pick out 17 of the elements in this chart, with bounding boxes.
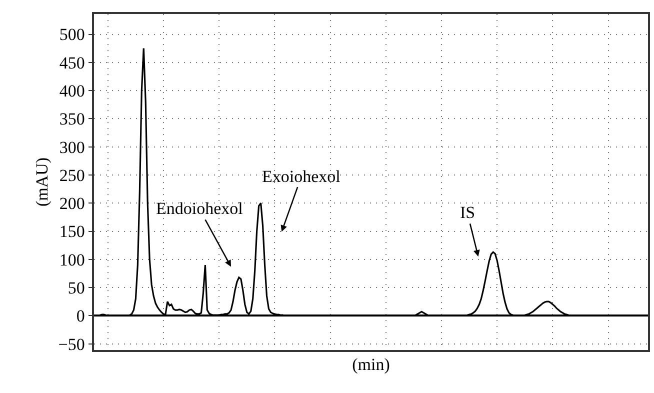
y-tick-label: 100 [59, 250, 85, 270]
y-tick-label: 50 [68, 278, 85, 298]
annotation: IS [460, 203, 476, 222]
y-tick-label: −50 [58, 334, 85, 354]
x-axis-title: (min) [352, 355, 390, 374]
y-tick-label: 450 [59, 53, 85, 72]
annotation: Exoiohexol [262, 167, 341, 186]
y-tick-label: 200 [59, 194, 85, 214]
y-tick-label: 0 [76, 306, 85, 326]
y-tick-label: 150 [59, 222, 85, 242]
y-tick-label: 300 [59, 138, 85, 157]
y-tick-label: 250 [59, 166, 85, 185]
y-tick-label: 500 [59, 25, 85, 44]
y-axis-title: (mAU) [32, 157, 52, 207]
annotation: Endoiohexol [156, 199, 244, 218]
y-tick-label: 350 [59, 110, 85, 129]
y-tick-label: 400 [59, 81, 85, 100]
